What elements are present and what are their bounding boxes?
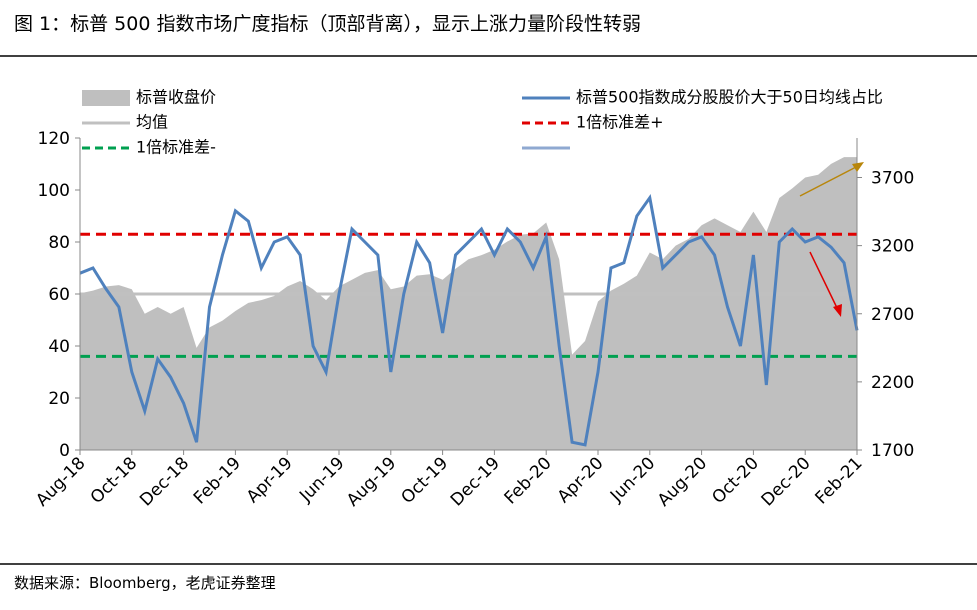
y2-tick-label: 3700 bbox=[871, 169, 914, 189]
legend-label: 1倍标准差+ bbox=[576, 113, 664, 132]
y-tick-label: 100 bbox=[38, 181, 70, 201]
legend-label: 标普500指数成分股股价大于50日均线占比 bbox=[576, 88, 883, 107]
y-tick-label: 60 bbox=[48, 285, 70, 305]
y-tick-label: 0 bbox=[59, 441, 70, 461]
arrow bbox=[799, 165, 859, 197]
x-tick-label: Feb-20 bbox=[501, 453, 556, 508]
arrow-head bbox=[833, 304, 842, 317]
x-tick-label: Apr-20 bbox=[554, 453, 608, 507]
legend-label: 标普收盘价 bbox=[136, 88, 216, 107]
x-tick-label: Jun-20 bbox=[606, 453, 659, 506]
x-tick-label: Jun-19 bbox=[295, 453, 348, 506]
legend-swatch bbox=[82, 90, 130, 106]
line bbox=[79, 194, 859, 447]
x-tick-label: Apr-19 bbox=[243, 453, 297, 507]
x-tick-label: Feb-21 bbox=[811, 453, 866, 508]
x-tick-label: Aug-18 bbox=[32, 453, 89, 510]
annotations bbox=[799, 162, 864, 317]
y-tick-label: 120 bbox=[38, 129, 70, 149]
plot: 0 20 40 60 80 100 120 1700 2200 2700 3200 3700 Aug-1… bbox=[32, 88, 914, 511]
x-tick-label: Dec-20 bbox=[758, 453, 815, 510]
y2-tick-label: 2700 bbox=[871, 305, 914, 325]
x-tick-label: Aug-20 bbox=[654, 453, 711, 510]
y2-tick-label: 3200 bbox=[871, 237, 914, 257]
y-tick-label: 20 bbox=[48, 389, 70, 409]
arrow bbox=[809, 251, 839, 311]
x-tick-label: Oct-20 bbox=[708, 453, 763, 508]
x-tick-label: Dec-19 bbox=[447, 453, 504, 510]
legend-label: 1倍标准差- bbox=[136, 138, 216, 157]
arrow-head bbox=[852, 162, 864, 172]
y-tick-label: 80 bbox=[48, 233, 70, 253]
source: 数据来源：Bloomberg，老虎证券整理 bbox=[14, 574, 276, 592]
x-tick-label: Feb-19 bbox=[190, 453, 245, 508]
x-tick-label: Oct-19 bbox=[398, 453, 453, 508]
x-tick-label: Oct-18 bbox=[87, 453, 142, 508]
x-tick-label: Dec-18 bbox=[136, 453, 193, 510]
y-tick-label: 40 bbox=[48, 337, 70, 357]
y2-tick-label: 1700 bbox=[871, 441, 914, 461]
x-tick-label: Aug-19 bbox=[343, 453, 400, 510]
legend-label: 均值 bbox=[136, 113, 168, 132]
area bbox=[80, 157, 857, 451]
y2-tick-label: 2200 bbox=[871, 373, 914, 393]
chart-title: 图 1：标普 500 指数市场广度指标（顶部背离），显示上涨力量阶段性转弱 bbox=[14, 13, 641, 35]
